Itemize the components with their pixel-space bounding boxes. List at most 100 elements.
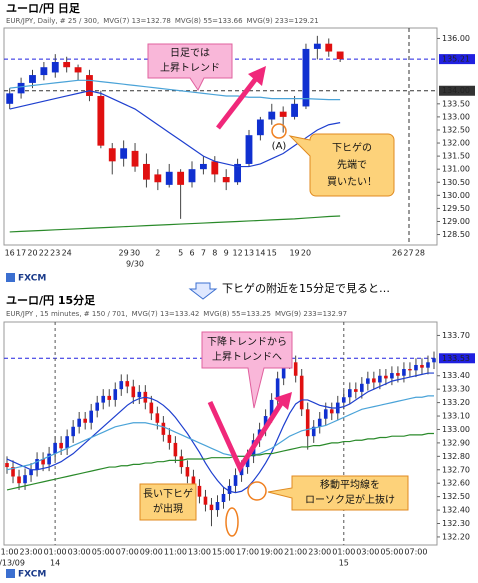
- candle-body: [268, 111, 276, 120]
- candle-body: [269, 399, 274, 417]
- candle-body: [245, 135, 253, 164]
- candle-body: [83, 418, 87, 423]
- candle-body: [155, 413, 160, 423]
- candle-body: [263, 416, 268, 430]
- x-tick-label: 5: [178, 249, 183, 258]
- candle-body: [239, 467, 244, 476]
- callout-box: [201, 331, 293, 409]
- y-tick-label: 132.40: [442, 506, 470, 515]
- highlight-circle: [271, 123, 287, 139]
- y-tick-label: 129.00: [442, 217, 470, 226]
- y-tick-label: 130.50: [442, 178, 470, 187]
- x-tick-label: 16: [5, 249, 15, 258]
- candle-body: [414, 364, 418, 371]
- annotation-shapes: [6, 43, 409, 578]
- x-tick-label: 7: [201, 249, 206, 258]
- x-tick-label: 26: [392, 249, 402, 258]
- candle-body: [167, 434, 172, 443]
- candle-body: [209, 504, 214, 511]
- candle-body: [227, 485, 232, 494]
- x-tick-label: 13:00: [188, 548, 211, 557]
- candle-body: [40, 67, 48, 76]
- candle-body: [17, 476, 21, 484]
- candle-body: [211, 161, 219, 175]
- candle-body: [41, 459, 45, 465]
- logo-icon: [6, 273, 15, 282]
- candle-body: [23, 475, 27, 484]
- candle-body: [426, 362, 430, 368]
- candle-body: [177, 171, 185, 185]
- candle-body: [59, 442, 63, 449]
- logo-icon: [6, 569, 15, 578]
- x-tick-label: 17:00: [236, 548, 259, 557]
- y-tick-label: 130.00: [442, 191, 470, 200]
- legend-entry: MVG(9) 233=132.97: [275, 310, 347, 318]
- x-tick-label: 01:00: [332, 548, 355, 557]
- down-arrow: [188, 282, 218, 300]
- price-label-box: [439, 54, 475, 65]
- logo: FXCM: [18, 274, 46, 284]
- candle-body: [299, 375, 304, 410]
- candle-body: [53, 442, 57, 454]
- x-tick-label: 05:00: [92, 548, 115, 557]
- candle-body: [408, 369, 412, 371]
- annotation: 移動平均線を: [320, 478, 380, 491]
- chart-title: ユーロ/円 15分足: [6, 293, 96, 307]
- candle-body: [354, 389, 358, 392]
- candle-body: [179, 456, 184, 468]
- candle-body: [131, 386, 136, 398]
- candle-body: [302, 48, 310, 107]
- x-tick-label: 23:00: [308, 548, 331, 557]
- candle-body: [396, 373, 400, 376]
- candle-body: [313, 43, 321, 49]
- annotation: が出現: [153, 502, 183, 515]
- y-tick-label: 133.30: [442, 385, 470, 394]
- x-tick-label: 29: [119, 249, 129, 258]
- candle-body: [215, 502, 220, 511]
- annotation: ローソク足が上抜け: [305, 493, 395, 506]
- candle-body: [185, 467, 190, 477]
- x-tick-label: 15: [267, 249, 277, 258]
- candle-body: [86, 75, 93, 96]
- y-tick-label: 133.70: [442, 331, 470, 340]
- legend-entry: MVG(8) 55=133.66: [175, 17, 243, 25]
- x-tick-label: 07:00: [404, 548, 427, 557]
- candle-body: [17, 82, 25, 94]
- price-label-box: [439, 85, 475, 96]
- arrow-head: [274, 392, 292, 410]
- candle-body: [360, 383, 364, 392]
- candle-body: [329, 409, 334, 414]
- candle-body: [131, 150, 139, 167]
- x-tick-label: 30: [130, 249, 140, 258]
- candle-body: [77, 418, 81, 427]
- y-tick-label: 132.60: [442, 479, 470, 488]
- x-tick-label: 23: [50, 249, 60, 258]
- x-tick-label: 07:00: [116, 548, 139, 557]
- y-tick-label: 132.50: [442, 125, 470, 134]
- x-tick-label: 21:00: [284, 548, 307, 557]
- logo: FXCM: [18, 570, 46, 580]
- price-label-box: [439, 353, 475, 364]
- y-tick-label: 132.80: [442, 452, 470, 461]
- callout-box: [267, 475, 409, 511]
- callout-box: [139, 483, 197, 521]
- y-tick-label: 133.50: [442, 99, 470, 108]
- annotation: 先端で: [337, 158, 367, 171]
- y-tick-label: 132.20: [442, 532, 470, 541]
- y-tick-label: 133.00: [442, 112, 470, 121]
- x-tick-label: 12: [232, 249, 242, 258]
- legend-entry: MVG(7) 13=133.42: [132, 310, 200, 318]
- x-tick-label: 15:00: [212, 548, 235, 557]
- y-tick-label: 129.50: [442, 204, 470, 213]
- candle-body: [432, 358, 436, 363]
- moving-average: [9, 79, 341, 101]
- candle-body: [199, 163, 207, 170]
- candle-body: [173, 442, 178, 457]
- candle-body: [203, 496, 208, 505]
- candle-body: [29, 75, 36, 83]
- candle-body: [317, 418, 322, 427]
- price-label: 133.53: [442, 354, 470, 363]
- chart-info: EUR/JPY , 15 minutes, # 150 / 701,: [6, 310, 128, 318]
